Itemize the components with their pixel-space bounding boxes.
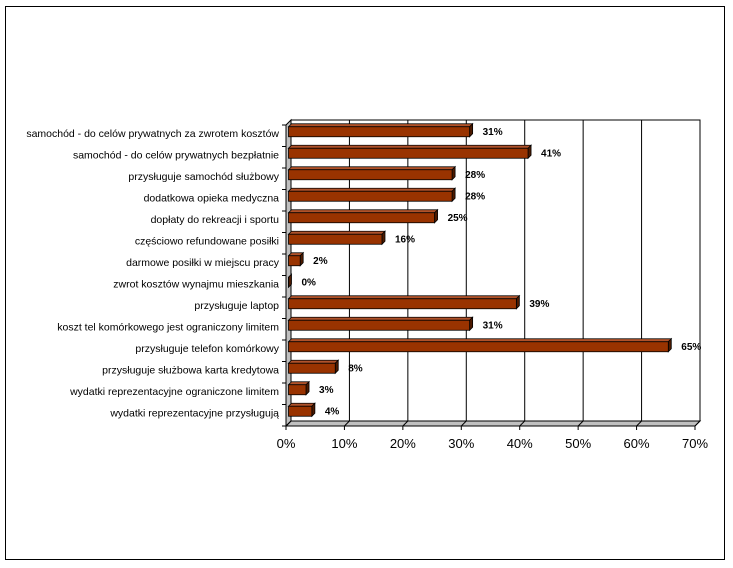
data-label: 65% (681, 342, 701, 353)
bar (288, 190, 453, 202)
bar-top (287, 402, 316, 407)
data-label: 16% (395, 234, 415, 245)
bar-top (287, 295, 521, 300)
x-tick-label: 40% (507, 436, 533, 451)
category-label: przysługuje telefon komórkowy (135, 343, 279, 355)
bar (288, 212, 435, 224)
floor-gridline (344, 420, 350, 427)
bar (288, 405, 313, 417)
category-label: wydatki reprezentacyjne przysługują (109, 407, 279, 419)
left-wall (285, 118, 292, 428)
category-label: samochód - do celów prywatnych bezpłatni… (73, 149, 279, 161)
bar-top (287, 359, 340, 364)
bar-top (287, 187, 457, 192)
bar-top (287, 123, 474, 128)
x-tick-label: 70% (682, 436, 708, 451)
x-tick-label: 30% (448, 436, 474, 451)
data-label: 28% (465, 191, 485, 202)
x-tick-label: 60% (624, 436, 650, 451)
data-label: 0% (302, 277, 317, 288)
data-label: 2% (313, 256, 328, 267)
bar-top (287, 144, 533, 149)
bar-top (287, 338, 673, 343)
bar-top (287, 209, 439, 214)
category-label: przysługuje służbowa karta kredytowa (102, 364, 279, 376)
bar (288, 169, 453, 181)
category-label: częściowo refundowane posiłki (135, 235, 279, 247)
category-label: wydatki reprezentacyjne ograniczone limi… (69, 386, 279, 398)
data-label: 8% (348, 363, 363, 374)
bar (288, 298, 517, 310)
floor-gridline (636, 420, 642, 427)
bar (288, 255, 301, 267)
category-label: zwrot kosztów wynajmu mieszkania (113, 278, 279, 290)
data-label: 28% (465, 170, 485, 181)
category-label: przysługuje laptop (194, 300, 279, 312)
category-label: dodatkowa opieka medyczna (144, 192, 280, 204)
x-tick-label: 0% (277, 436, 296, 451)
x-tick-label: 50% (565, 436, 591, 451)
data-label: 3% (319, 385, 334, 396)
bar (288, 319, 471, 331)
category-label: samochód - do celów prywatnych za zwrote… (26, 128, 279, 140)
x-tick-label: 20% (390, 436, 416, 451)
category-label: przysługuje samochód służbowy (128, 171, 279, 183)
floor-gridline (519, 420, 526, 427)
category-label: koszt tel komórkowego jest ograniczony l… (57, 321, 279, 333)
floor-gridline (285, 420, 292, 427)
plot-area (290, 119, 701, 422)
floor-gridline (577, 420, 584, 427)
data-label: 4% (325, 406, 340, 417)
data-label: 31% (483, 127, 503, 138)
category-label: dopłaty do rekreacji i sportu (151, 214, 280, 226)
floor-gridline (460, 420, 467, 427)
data-label: 25% (448, 213, 468, 224)
bar-top (287, 316, 474, 321)
bar (288, 362, 336, 374)
floor-gridline (402, 420, 409, 427)
x-tick-label: 10% (331, 436, 357, 451)
bar-top (287, 166, 457, 171)
data-label: 39% (529, 299, 549, 310)
bar (288, 126, 471, 138)
floor-gridline (694, 420, 701, 427)
bar-top (287, 230, 386, 235)
bar (288, 384, 307, 396)
bar (288, 233, 383, 245)
bar (288, 341, 669, 353)
bar (288, 147, 529, 159)
data-label: 41% (541, 148, 561, 159)
category-label: darmowe posiłki w miejscu pracy (126, 257, 280, 269)
data-label: 31% (483, 320, 503, 331)
